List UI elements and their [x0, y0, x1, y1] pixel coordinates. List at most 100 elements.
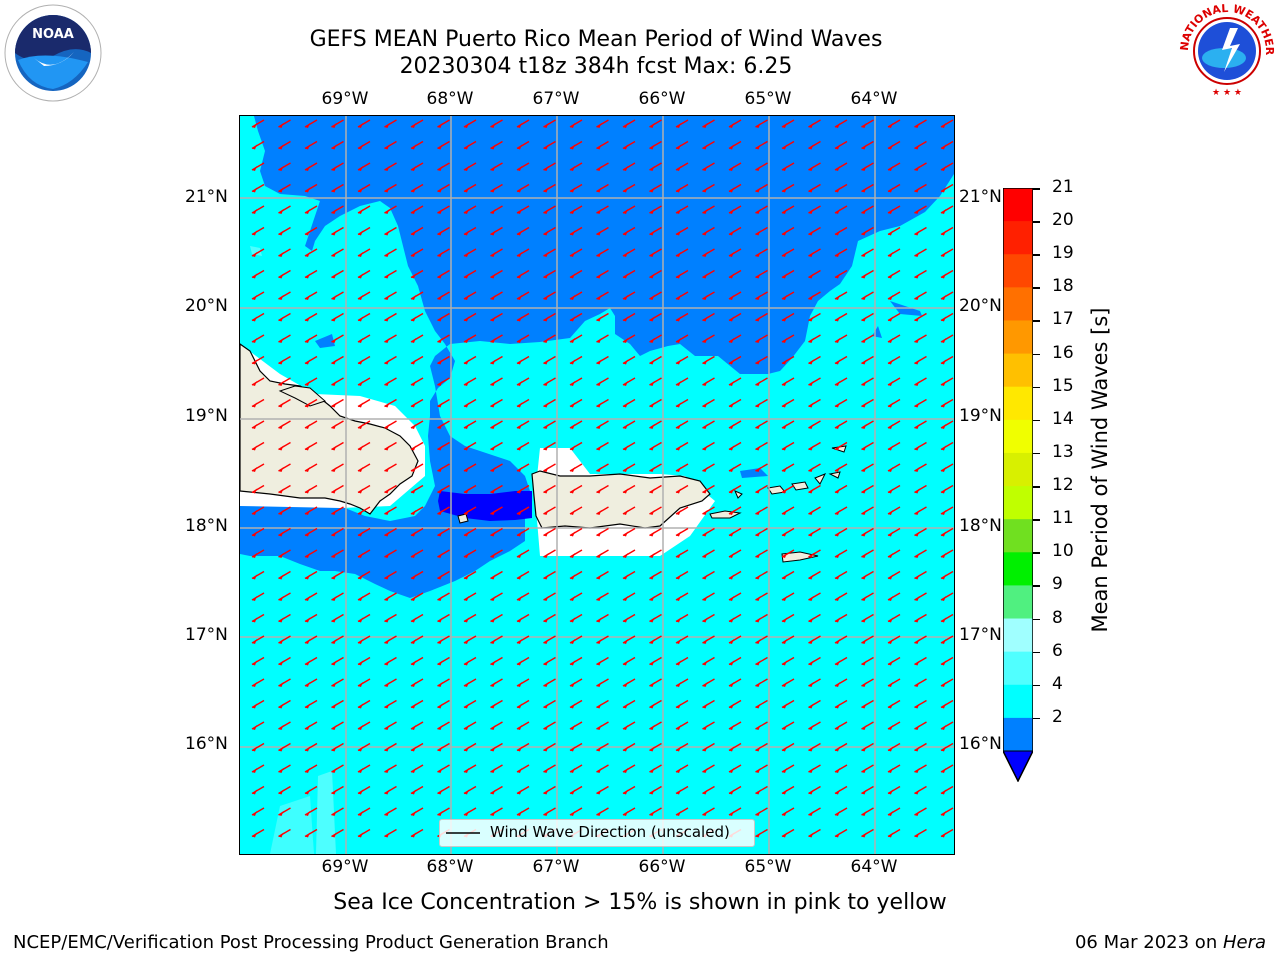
colorbar-tick-label: 8	[1052, 607, 1063, 628]
wind-arrow-head	[596, 230, 602, 236]
wind-arrow-head	[543, 273, 549, 279]
wind-arrow-head	[331, 617, 337, 623]
wind-arrow-head	[570, 811, 575, 816]
wind-arrow-head	[702, 617, 708, 623]
wind-arrow-head	[941, 531, 946, 537]
colorbar-graphic	[1002, 187, 1034, 783]
wind-arrow-head	[331, 252, 337, 257]
colorbar-tick-label: 14	[1052, 408, 1074, 429]
wind-arrow-head	[278, 123, 284, 128]
wind-arrow-head	[437, 338, 443, 343]
wind-arrow-head	[649, 596, 655, 601]
wind-arrow-head	[914, 488, 920, 494]
lon-label-top: 65°W	[744, 89, 792, 109]
wind-arrow-head	[888, 273, 893, 279]
colorbar-tick-mark	[1033, 452, 1040, 455]
wind-arrow-head	[570, 703, 575, 709]
wind-arrow-head	[835, 682, 840, 687]
colorbar-tick-mark	[1033, 486, 1040, 488]
wind-arrow-head	[411, 682, 416, 687]
wind-arrow-head	[570, 574, 575, 580]
wind-arrow-head	[437, 789, 443, 795]
wind-arrow-head	[490, 639, 496, 644]
wind-direction-arrows	[251, 119, 954, 838]
wind-arrow-head	[358, 531, 363, 537]
wind-arrow-head	[702, 553, 708, 558]
wind-arrow-head	[384, 144, 390, 150]
wind-arrow-head	[623, 424, 628, 429]
wind-arrow-head	[861, 510, 867, 515]
wind-arrow-head	[808, 488, 814, 494]
wind-arrow-head	[358, 209, 363, 214]
wind-arrow-head	[384, 531, 390, 537]
wind-arrow-head	[464, 209, 469, 214]
lon-label-top: 64°W	[850, 89, 898, 109]
colorbar-tick-label: 4	[1052, 673, 1063, 694]
wind-arrow-head	[941, 789, 946, 795]
colorbar-segment	[1003, 651, 1033, 686]
wind-arrow-head	[755, 230, 761, 236]
wind-arrow-head	[702, 144, 708, 150]
wind-arrow-head	[702, 510, 708, 515]
wind-arrow-head	[808, 789, 814, 795]
wind-arrow-head	[543, 316, 549, 322]
wind-arrow-head	[755, 510, 761, 515]
lon-label-bottom: 64°W	[850, 857, 898, 877]
lat-label-right: 17°N	[959, 625, 1002, 645]
wind-arrow-head	[331, 381, 337, 386]
wind-arrow-head	[729, 596, 734, 601]
colorbar-tick-mark	[1033, 684, 1040, 687]
wind-arrow-head	[676, 424, 681, 429]
wind-arrow-head	[411, 316, 416, 322]
wind-arrow-head	[411, 811, 416, 816]
wind-arrow-head	[729, 144, 734, 150]
wind-arrow-head	[755, 682, 761, 687]
wind-arrow-head	[649, 295, 655, 300]
wind-arrow-head	[517, 531, 522, 537]
wind-arrow-head	[252, 295, 257, 300]
colorbar-tick-mark	[1033, 717, 1040, 720]
wind-arrow-head	[649, 123, 655, 128]
wind-arrow-head	[305, 682, 310, 687]
wind-arrow-head	[252, 187, 257, 193]
wind-arrow-head	[278, 467, 284, 472]
wind-arrow-head	[305, 660, 310, 666]
wind-arrow-head	[596, 273, 602, 279]
wind-arrow-head	[808, 209, 814, 214]
wind-arrow-head	[384, 660, 390, 666]
wind-arrow-head	[464, 230, 469, 236]
wind-arrow-head	[676, 789, 681, 795]
wind-arrow-head	[305, 338, 310, 343]
wind-arrow-head	[384, 359, 390, 365]
wind-arrow-head	[702, 252, 708, 257]
wind-arrow-head	[835, 574, 840, 580]
wind-arrow-head	[490, 381, 496, 386]
wind-arrow-head	[702, 639, 708, 644]
wind-arrow-head	[649, 252, 655, 257]
wind-arrow-head	[305, 252, 310, 257]
wind-arrow-head	[755, 123, 761, 128]
wind-arrow-head	[331, 746, 337, 752]
wind-arrow-head	[437, 359, 443, 365]
wind-arrow-head	[623, 273, 628, 279]
wind-arrow-head	[782, 596, 787, 601]
wind-arrow-head	[411, 574, 416, 580]
wind-arrow-head	[331, 273, 337, 279]
wind-arrow-head	[835, 424, 840, 429]
wind-arrow-head	[384, 617, 390, 623]
colorbar-tick-label: 17	[1052, 309, 1074, 330]
wind-arrow-head	[384, 510, 390, 515]
wind-arrow-head	[411, 402, 416, 408]
wind-arrow-head	[278, 682, 284, 687]
wind-arrow-head	[649, 187, 655, 193]
wind-arrow-head	[623, 144, 628, 150]
wind-arrow-head	[808, 531, 814, 537]
wind-arrow-head	[835, 531, 840, 537]
wind-arrow-head	[305, 832, 310, 838]
wind-arrow-head	[358, 832, 363, 838]
wind-arrow-head	[835, 553, 840, 558]
wind-arrow-head	[808, 381, 814, 386]
wind-arrow-head	[305, 187, 310, 193]
colorbar-tick-label: 11	[1052, 508, 1074, 529]
wind-arrow-head	[808, 359, 814, 365]
